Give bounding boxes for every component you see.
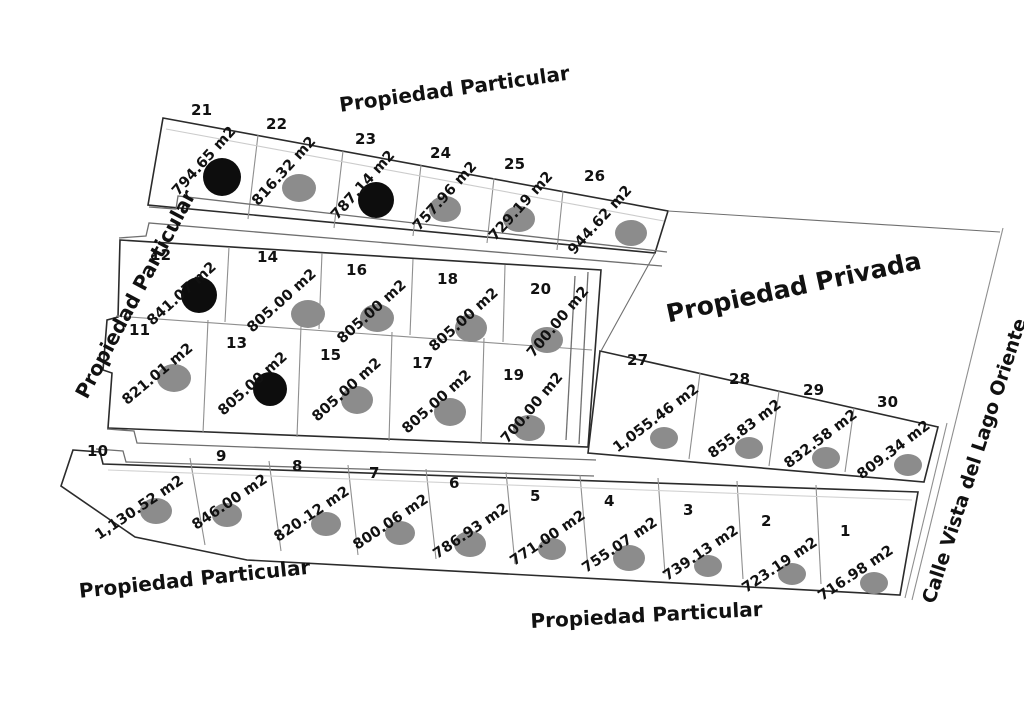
lot-number: 26 [584, 167, 606, 185]
lot-marker [429, 196, 461, 222]
lot-marker [894, 454, 922, 476]
lot-number: 12 [150, 246, 172, 264]
lot-marker [455, 314, 487, 342]
lot-number: 13 [226, 334, 248, 352]
lot-marker [615, 220, 647, 246]
lot-number: 24 [430, 144, 452, 162]
lot-number: 6 [449, 474, 460, 492]
lot-marker [812, 447, 840, 469]
lot-number: 1 [840, 522, 851, 540]
lot-marker [360, 304, 394, 332]
lot-marker [385, 521, 415, 545]
lot-marker [860, 572, 888, 594]
lot-number: 5 [530, 487, 541, 505]
lot-marker [538, 538, 566, 560]
lot-number: 8 [292, 457, 303, 475]
lot-number: 21 [191, 101, 213, 119]
lot-number: 22 [266, 115, 288, 133]
block-outline-oriente [587, 350, 939, 483]
lot-marker [291, 300, 325, 328]
lot-markers [140, 158, 922, 594]
lot-marker [454, 531, 486, 557]
lot-marker [735, 437, 763, 459]
lot-number: 3 [683, 501, 694, 519]
lot-number: 11 [129, 321, 151, 339]
lot-number: 28 [729, 370, 751, 388]
lot-marker [503, 206, 535, 232]
lot-number: 25 [504, 155, 526, 173]
lot-number: 4 [604, 492, 615, 510]
lot-number: 18 [437, 270, 459, 288]
lot-number: 15 [320, 346, 342, 364]
lot-marker [531, 327, 563, 353]
lot-marker [282, 174, 316, 202]
lot-number: 16 [346, 261, 368, 279]
block-outline-central [102, 239, 602, 448]
lot-number: 10 [87, 442, 109, 460]
boundary-line-noreste [600, 210, 1001, 352]
lot-number: 30 [877, 393, 899, 411]
lot-marker [181, 277, 217, 313]
lot-number: 29 [803, 381, 825, 399]
lot-marker [157, 364, 191, 392]
lot-marker [513, 415, 545, 441]
road-corridor-norte [118, 195, 668, 267]
lot-marker [341, 386, 373, 414]
lot-marker [140, 498, 172, 524]
lot-number: 17 [412, 354, 434, 372]
lot-marker [212, 503, 242, 527]
lot-number: 23 [355, 130, 377, 148]
lot-marker [358, 182, 394, 218]
lot-marker [434, 398, 466, 426]
lot-marker [253, 372, 287, 406]
lot-number: 7 [369, 464, 380, 482]
block-outline-norte [147, 117, 670, 254]
lot-number: 2 [761, 512, 772, 530]
lot-number: 9 [216, 447, 227, 465]
lot-number: 27 [627, 351, 649, 369]
lot-marker [778, 563, 806, 585]
lot-number: 20 [530, 280, 552, 298]
lot-marker [694, 555, 722, 577]
lot-marker [203, 158, 241, 196]
lot-marker [613, 545, 645, 571]
road-corridor-sur [95, 428, 597, 477]
lot-number: 14 [257, 248, 279, 266]
lot-number: 19 [503, 366, 525, 384]
lot-marker [311, 512, 341, 536]
lot-marker [650, 427, 678, 449]
calle-vista-del-lago-oriente [904, 227, 1004, 601]
